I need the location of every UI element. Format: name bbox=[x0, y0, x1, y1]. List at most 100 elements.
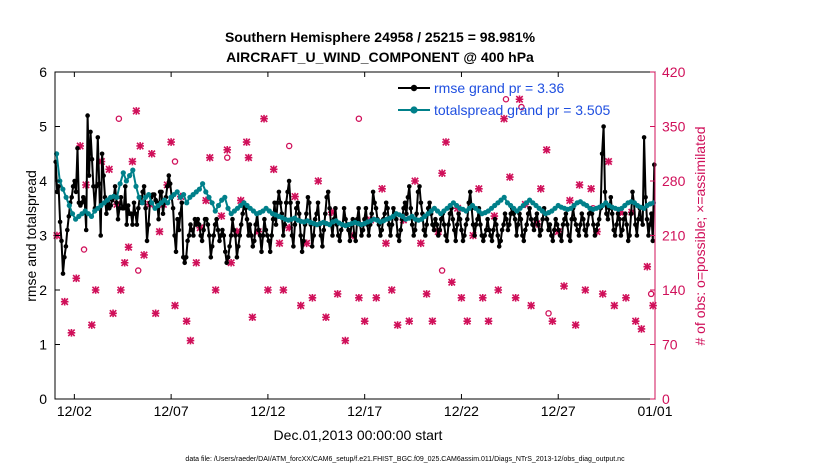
data-point-spread bbox=[66, 202, 72, 209]
data-point-rmse bbox=[118, 195, 124, 200]
data-point-rmse bbox=[634, 233, 640, 238]
obs-assimilated-marker bbox=[411, 177, 419, 185]
data-point-rmse bbox=[528, 216, 534, 222]
obs-assimilated-marker bbox=[171, 301, 179, 310]
obs-assimilated-glyph bbox=[542, 146, 551, 154]
data-point-rmse bbox=[394, 216, 399, 222]
data-point-rmse bbox=[505, 227, 511, 233]
data-point-rmse bbox=[330, 233, 335, 238]
obs-assimilated-glyph bbox=[604, 157, 613, 166]
obs-assimilated-marker bbox=[610, 301, 619, 310]
data-point-rmse bbox=[341, 206, 347, 211]
data-point-rmse bbox=[604, 211, 609, 216]
y-left-tick-label: 1 bbox=[39, 337, 47, 353]
data-point-rmse bbox=[125, 203, 131, 208]
data-point-rmse bbox=[418, 200, 424, 206]
data-point-rmse bbox=[521, 238, 527, 244]
obs-possible-marker bbox=[355, 115, 363, 122]
data-point-rmse bbox=[175, 216, 180, 222]
obs-possible-marker bbox=[224, 154, 231, 161]
obs-assimilated-glyph bbox=[478, 293, 487, 302]
data-point-rmse bbox=[338, 227, 344, 233]
data-point-rmse bbox=[460, 238, 466, 244]
obs-assimilated-marker bbox=[494, 286, 503, 294]
data-point-rmse bbox=[538, 227, 544, 233]
data-point-rmse bbox=[108, 203, 114, 208]
data-point-rmse bbox=[472, 233, 477, 238]
data-point-rmse bbox=[560, 222, 566, 227]
data-point-rmse bbox=[623, 211, 628, 216]
data-point-rmse bbox=[438, 216, 444, 222]
obs-assimilated-glyph bbox=[506, 173, 514, 181]
data-point-rmse bbox=[444, 238, 450, 244]
data-point-rmse bbox=[531, 227, 537, 233]
data-point-rmse bbox=[60, 271, 66, 276]
obs-assimilated-marker bbox=[333, 290, 342, 298]
obs-assimilated-marker bbox=[360, 317, 369, 325]
obs-assimilated-glyph bbox=[515, 95, 524, 104]
data-point-rmse bbox=[614, 222, 619, 227]
obs-assimilated-marker bbox=[147, 149, 156, 158]
data-point-rmse bbox=[453, 238, 459, 244]
obs-assimilated-marker bbox=[120, 258, 129, 267]
legend-rmse-marker bbox=[410, 84, 418, 92]
obs-assimilated-glyph bbox=[87, 321, 96, 329]
obs-assimilated-glyph bbox=[244, 153, 253, 162]
data-point-rmse bbox=[630, 189, 635, 195]
data-point-rmse bbox=[131, 200, 137, 206]
data-point-rmse bbox=[250, 244, 256, 249]
data-point-rmse bbox=[530, 222, 535, 227]
obs-assimilated-glyph bbox=[438, 169, 446, 178]
obs-assimilated-marker bbox=[587, 184, 595, 193]
data-point-rmse bbox=[230, 216, 235, 222]
obs-assimilated-marker bbox=[542, 146, 551, 154]
data-point-rmse bbox=[59, 238, 64, 244]
obs-assimilated-marker bbox=[442, 138, 450, 146]
data-point-rmse bbox=[562, 216, 567, 222]
obs-assimilated-marker bbox=[417, 239, 425, 248]
data-point-rmse bbox=[596, 216, 602, 222]
obs-assimilated-marker bbox=[322, 313, 330, 322]
obs-assimilated-glyph bbox=[447, 278, 456, 287]
data-point-rmse bbox=[398, 227, 404, 233]
obs-assimilated-marker bbox=[72, 274, 81, 283]
x-axis: 12/02 12/07 12/12 12/17 12/22 12/27 01/01 bbox=[57, 72, 673, 419]
data-point-rmse bbox=[170, 206, 176, 211]
data-point-rmse bbox=[456, 211, 461, 216]
obs-assimilated-glyph bbox=[237, 196, 245, 205]
data-point-rmse bbox=[575, 227, 580, 233]
data-point-rmse bbox=[618, 233, 624, 238]
obs-assimilated-marker bbox=[285, 223, 293, 232]
obs-assimilated-marker bbox=[438, 169, 446, 178]
obs-assimilated-glyph bbox=[333, 290, 342, 298]
y-right-tick-label: 70 bbox=[662, 337, 678, 353]
obs-assimilated-marker bbox=[244, 153, 253, 162]
data-point-rmse bbox=[478, 222, 483, 227]
obs-assimilated-glyph bbox=[269, 165, 278, 174]
data-point-rmse bbox=[198, 233, 203, 238]
obs-assimilated-glyph bbox=[155, 227, 164, 236]
data-point-rmse bbox=[382, 211, 388, 216]
data-point-rmse bbox=[276, 189, 282, 195]
data-point-rmse bbox=[311, 233, 317, 238]
obs-assimilated-marker bbox=[463, 317, 472, 325]
data-point-rmse bbox=[572, 216, 577, 222]
data-point-rmse bbox=[452, 227, 457, 233]
data-point-rmse bbox=[605, 216, 611, 222]
data-point-rmse bbox=[540, 216, 545, 222]
obs-possible-marker bbox=[502, 96, 510, 103]
data-point-rmse bbox=[205, 222, 211, 227]
data-point-rmse bbox=[278, 200, 283, 206]
data-point-rmse bbox=[608, 195, 614, 200]
data-point-rmse bbox=[165, 184, 170, 189]
obs-assimilated-marker bbox=[223, 146, 232, 154]
obs-assimilated-glyph bbox=[308, 293, 317, 302]
obs-assimilated-glyph bbox=[484, 317, 493, 325]
data-point-rmse bbox=[617, 216, 622, 222]
y-left-tick-label: 5 bbox=[39, 119, 47, 135]
data-point-rmse bbox=[199, 238, 205, 244]
obs-assimilated-marker bbox=[478, 293, 487, 302]
obs-assimilated-marker bbox=[457, 293, 466, 302]
data-point-rmse bbox=[421, 227, 427, 233]
